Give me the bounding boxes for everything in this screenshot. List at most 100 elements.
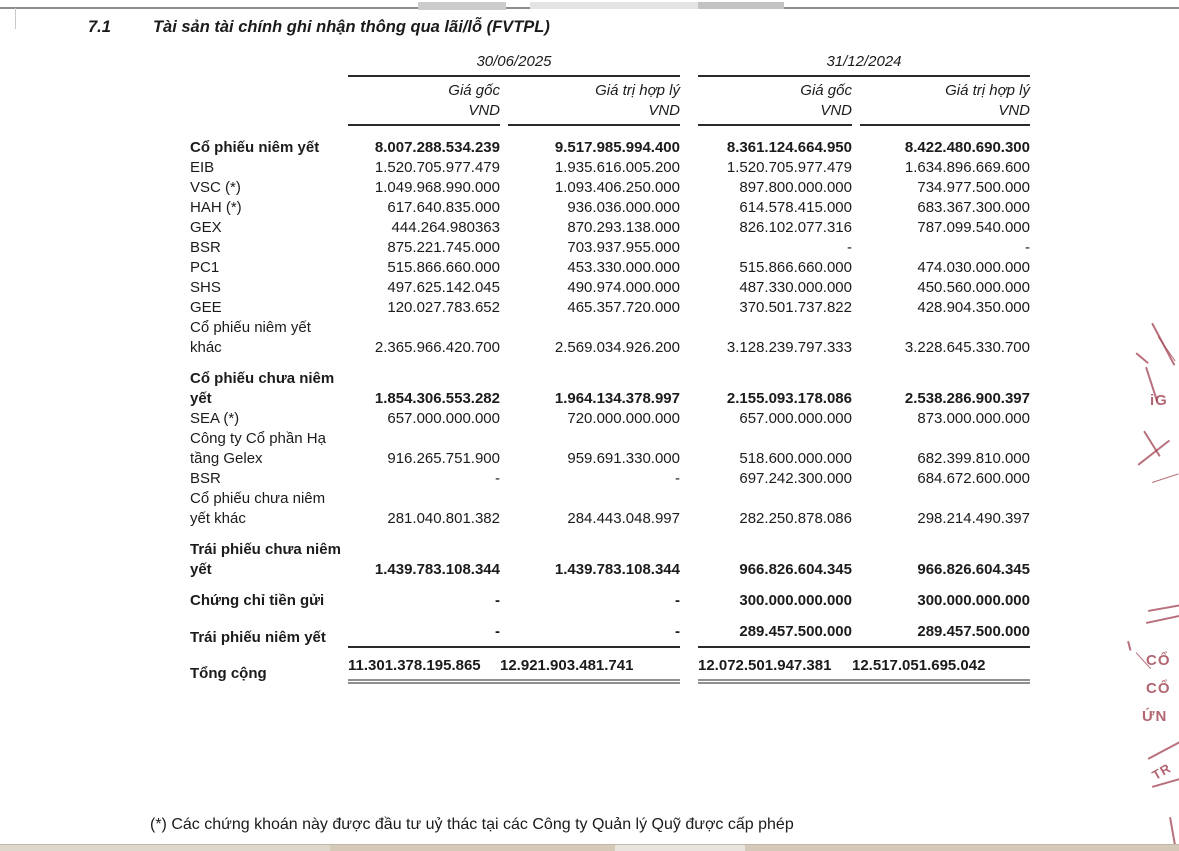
column-header-gia-tri-hop-ly-1: Giá trị hợp lý VND <box>508 77 680 126</box>
row-value: - <box>675 592 680 609</box>
row-value: - <box>348 622 500 648</box>
row-value: 870.293.138.000 <box>567 219 680 236</box>
row-value: 1.520.705.977.479 <box>726 159 852 176</box>
row-value: 683.367.300.000 <box>917 199 1030 216</box>
row-label: GEE <box>190 299 222 316</box>
stamp-text-fragment: iG <box>1150 392 1168 409</box>
row-value: 284.443.048.997 <box>567 510 680 527</box>
row-value: 8.361.124.664.950 <box>726 139 852 156</box>
row-value: 428.904.350.000 <box>917 299 1030 316</box>
row-value: 1.964.134.378.997 <box>554 390 680 407</box>
column-header-gia-tri-hop-ly-2: Giá trị hợp lý VND <box>860 77 1030 126</box>
row-value: 787.099.540.000 <box>917 219 1030 236</box>
stamp-text-fragment: CỔ <box>1146 680 1171 697</box>
total-label: Tổng cộng <box>190 665 267 682</box>
row-label: Cổ phiếu chưa niêm yết khác <box>190 490 326 527</box>
row-label: EIB <box>190 159 215 176</box>
row-value: 614.578.415.000 <box>739 199 852 216</box>
table-row: Công ty Cổ phần Hạ tầng Gelex 916.265.751… <box>190 429 1030 469</box>
row-value: 515.866.660.000 <box>387 259 500 276</box>
column-header-unit: VND <box>820 102 852 119</box>
row-label: PC1 <box>190 259 220 276</box>
stamp-stroke <box>1157 336 1176 362</box>
period-header-row: 30/06/2025 31/12/2024 <box>190 52 1030 77</box>
row-value: 720.000.000.000 <box>567 410 680 427</box>
row-value: 1.049.968.990.000 <box>374 179 500 196</box>
row-value: 300.000.000.000 <box>739 592 852 609</box>
section-title-row: 7.1 Tài sản tài chính ghi nhận thông qua… <box>88 18 550 37</box>
table-row: BSR 875.221.745.000 703.937.955.000 - - <box>190 238 1030 258</box>
row-value: 8.007.288.534.239 <box>374 139 500 156</box>
period-header-30-06-2025: 30/06/2025 <box>348 52 680 77</box>
table-row: SHS 497.625.142.045 490.974.000.000 487.330… <box>190 278 1030 298</box>
table-row: VSC (*) 1.049.968.990.000 1.093.406.250.00… <box>190 178 1030 198</box>
row-value: 875.221.745.000 <box>387 239 500 256</box>
row-value: 617.640.835.000 <box>387 199 500 216</box>
row-label: VSC (*) <box>190 179 241 196</box>
row-value: 450.560.000.000 <box>917 279 1030 296</box>
stamp-stroke <box>1145 366 1159 402</box>
stamp-text-fragment: ỨN <box>1142 708 1168 725</box>
row-value: 2.155.093.178.086 <box>726 390 852 407</box>
fvtpl-table: 30/06/2025 31/12/2024 Giá gốc VND Giá tr… <box>190 52 1030 684</box>
table-row: Cổ phiếu niêm yết 8.007.288.534.239 9.517.… <box>190 138 1030 158</box>
row-value: 497.625.142.045 <box>387 279 500 296</box>
row-value: 873.000.000.000 <box>917 410 1030 427</box>
left-edge-tick <box>15 8 16 29</box>
row-value: 2.365.966.420.700 <box>374 339 500 356</box>
table-row: SEA (*) 657.000.000.000 720.000.000.000 657… <box>190 409 1030 429</box>
row-value: 1.439.783.108.344 <box>554 561 680 578</box>
top-scan-segment <box>418 2 506 10</box>
row-value: 3.128.239.797.333 <box>726 339 852 356</box>
total-row: Tổng cộng 11.301.378.195.865 12.921.903.… <box>190 653 1030 684</box>
total-value-3: 12.072.501.947.381 <box>698 653 852 684</box>
financial-table-body: Cổ phiếu niêm yết 8.007.288.534.239 9.517.… <box>190 138 1030 648</box>
bottom-scan-segment <box>615 844 745 851</box>
row-value: 682.399.810.000 <box>917 450 1030 467</box>
row-label: Cổ phiếu niêm yết <box>190 139 320 156</box>
section-number: 7.1 <box>88 18 111 36</box>
row-value: 1.634.896.669.600 <box>904 159 1030 176</box>
table-row: PC1 515.866.660.000 453.330.000.000 515.866… <box>190 258 1030 278</box>
row-value: 282.250.878.086 <box>739 510 852 527</box>
row-value: 916.265.751.900 <box>387 450 500 467</box>
total-value-4: 12.517.051.695.042 <box>852 653 1030 684</box>
row-label: BSR <box>190 470 221 487</box>
bottom-scan-segment <box>745 844 1179 851</box>
bottom-scan-segment <box>0 844 330 851</box>
period-header-31-12-2024: 31/12/2024 <box>698 52 1030 77</box>
row-value: 959.691.330.000 <box>567 450 680 467</box>
row-value: - <box>1025 239 1030 256</box>
row-value: - <box>495 592 500 609</box>
column-header-unit: VND <box>648 102 680 119</box>
column-header-label: Giá gốc <box>448 82 500 99</box>
row-value: 1.439.783.108.344 <box>374 561 500 578</box>
stamp-stroke <box>1151 322 1176 366</box>
row-value: 2.538.286.900.397 <box>904 390 1030 407</box>
stamp-stroke <box>1135 352 1149 365</box>
row-value: 300.000.000.000 <box>917 592 1030 609</box>
row-value: 1.520.705.977.479 <box>374 159 500 176</box>
row-value: 8.422.480.690.300 <box>904 139 1030 156</box>
row-value: 966.826.604.345 <box>739 561 852 578</box>
row-value: 289.457.500.000 <box>852 622 1030 648</box>
row-value: 826.102.077.316 <box>739 219 852 236</box>
row-value: 1.854.306.553.282 <box>374 390 500 407</box>
row-value: 490.974.000.000 <box>567 279 680 296</box>
stamp-stroke <box>1147 739 1179 760</box>
row-value: 289.457.500.000 <box>698 622 852 648</box>
stamp-stroke <box>1145 612 1179 624</box>
row-value: 3.228.645.330.700 <box>904 339 1030 356</box>
row-value: 697.242.300.000 <box>739 470 852 487</box>
row-value: 897.800.000.000 <box>739 179 852 196</box>
section-title: Tài sản tài chính ghi nhận thông qua lãi… <box>152 18 550 36</box>
footnote: (*) Các chứng khoán này được đầu tư uỷ t… <box>150 816 794 833</box>
row-value: 684.672.600.000 <box>917 470 1030 487</box>
table-row: Trái phiếu chưa niêm yết 1.439.783.108.34… <box>190 540 1030 580</box>
row-value: 444.264.980363 <box>391 219 500 236</box>
row-value: 703.937.955.000 <box>567 239 680 256</box>
column-header-gia-goc-2: Giá gốc VND <box>698 77 852 126</box>
table-row: Chứng chỉ tiền gửi - - 300.000.000.000 300.0… <box>190 591 1030 611</box>
row-label: HAH (*) <box>190 199 242 216</box>
total-value-1: 11.301.378.195.865 <box>348 653 500 684</box>
